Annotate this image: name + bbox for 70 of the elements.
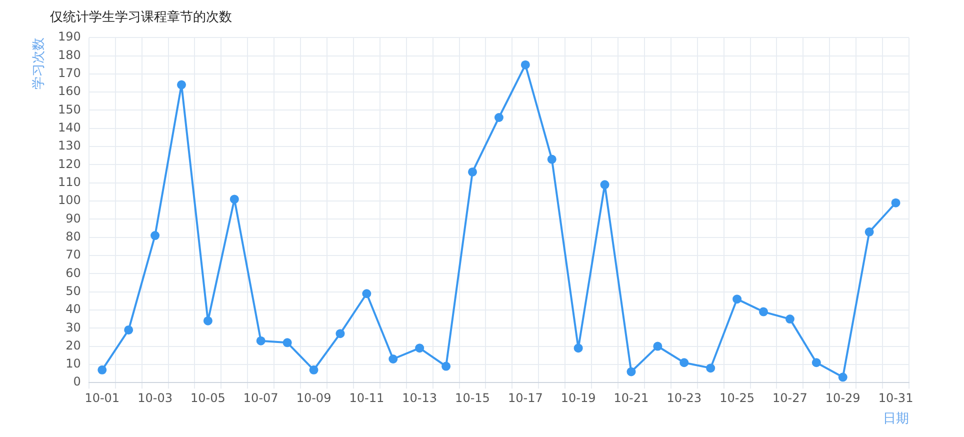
x-tick-label: 10-23 [666, 390, 702, 405]
point [282, 338, 292, 348]
y-tick-label: 190 [58, 30, 81, 44]
point [98, 365, 107, 374]
point [494, 112, 504, 122]
point [256, 336, 266, 346]
point [759, 307, 768, 316]
point [415, 344, 424, 353]
point [150, 231, 160, 240]
y-tick-label: 20 [66, 338, 81, 352]
y-tick-label: 40 [66, 302, 81, 316]
x-tick-label: 10-07 [243, 390, 278, 405]
point [388, 354, 398, 364]
y-tick-label: 0 [73, 374, 81, 389]
x-tick-label: 10-31 [878, 390, 914, 405]
point [838, 372, 848, 382]
point [732, 294, 742, 304]
point [891, 198, 900, 208]
point [468, 167, 477, 176]
point [600, 180, 610, 190]
y-tick-label: 150 [58, 102, 81, 116]
y-tick-label: 80 [66, 229, 81, 244]
y-tick-label: 140 [58, 120, 81, 135]
x-tick-label: 10-09 [296, 390, 332, 405]
point [785, 314, 794, 324]
y-tick-label: 50 [66, 284, 81, 298]
x-tick-label: 10-01 [84, 390, 120, 405]
point [336, 329, 345, 338]
y-tick-label: 30 [66, 320, 81, 334]
chart-title: 仅统计学生学习课程章节的次数 [50, 10, 232, 26]
x-tick-label: 10-11 [349, 390, 384, 405]
x-tick-label: 10-15 [455, 390, 490, 405]
x-tick-label: 10-25 [720, 390, 754, 405]
point [203, 316, 212, 326]
x-tick-label: 10-05 [190, 390, 226, 405]
x-tick-label: 10-19 [560, 390, 596, 405]
y-tick-label: 70 [66, 248, 81, 262]
point [520, 60, 530, 70]
point [124, 325, 134, 334]
point [547, 154, 556, 164]
y-tick-label: 10 [66, 356, 81, 371]
y-tick-label: 110 [58, 174, 81, 189]
x-tick-label: 10-03 [138, 390, 172, 405]
y-tick-label: 130 [58, 138, 81, 153]
point [706, 364, 716, 373]
y-tick-label: 90 [66, 211, 81, 226]
point [309, 365, 318, 374]
y-tick-label: 170 [58, 66, 81, 80]
point [812, 358, 821, 368]
point [653, 342, 662, 351]
y-tick-label: 120 [58, 156, 81, 171]
point [176, 80, 186, 90]
point [362, 289, 372, 298]
y-tick-label: 100 [58, 193, 81, 208]
y-tick-label: 60 [66, 266, 81, 280]
point [680, 358, 689, 368]
point [574, 344, 583, 353]
y-tick-label: 160 [58, 84, 81, 98]
y-tick-label: 180 [58, 48, 81, 62]
x-tick-label: 10-29 [825, 390, 860, 405]
x-tick-label: 10-27 [772, 390, 808, 405]
point [864, 227, 874, 236]
x-axis-title: 日期 [883, 411, 909, 426]
x-tick-label: 10-13 [402, 390, 438, 405]
x-tick-label: 10-17 [508, 390, 543, 405]
point [230, 194, 239, 204]
x-tick-label: 10-21 [614, 390, 649, 405]
point [442, 362, 451, 371]
point [626, 367, 636, 376]
y-axis-title: 学习次数 [31, 38, 46, 90]
